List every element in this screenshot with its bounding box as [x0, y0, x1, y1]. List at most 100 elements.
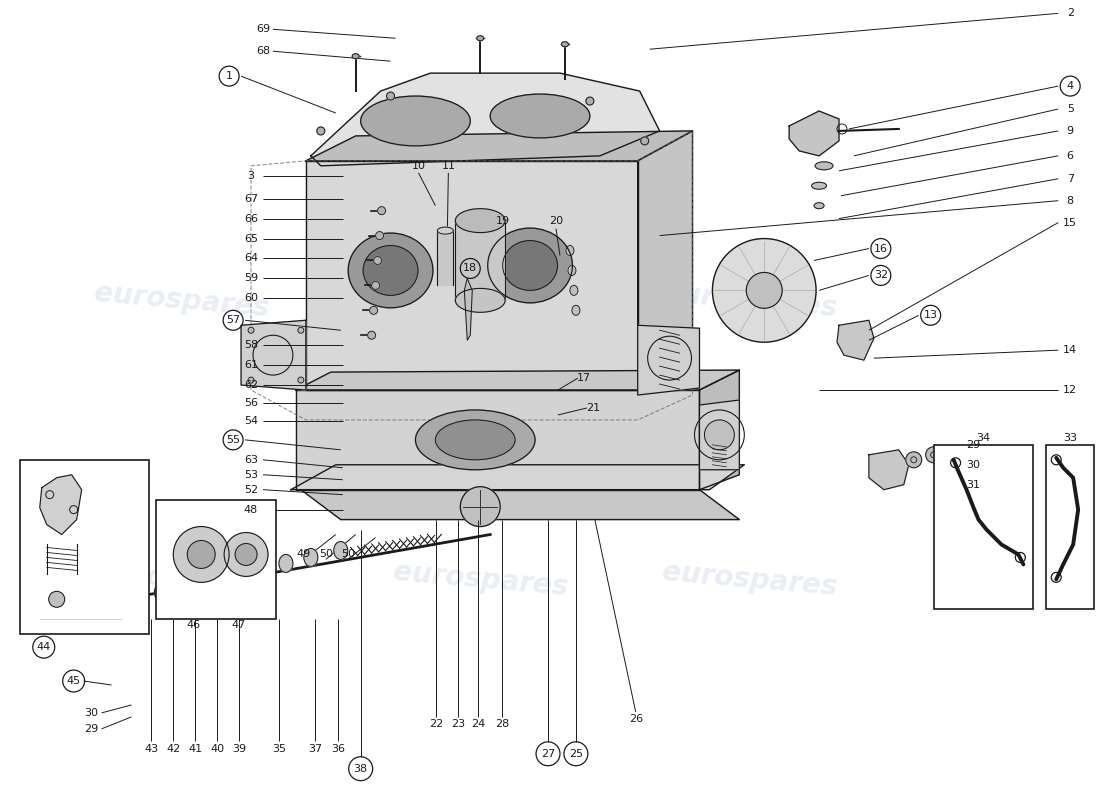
Circle shape — [377, 206, 386, 214]
Text: 4: 4 — [1067, 81, 1074, 91]
Text: 69: 69 — [256, 24, 271, 34]
Text: eurospares: eurospares — [92, 558, 270, 601]
Polygon shape — [241, 320, 306, 390]
Text: 38: 38 — [353, 764, 367, 774]
Ellipse shape — [814, 202, 824, 209]
Text: 13: 13 — [924, 310, 937, 320]
Text: 46: 46 — [186, 620, 200, 630]
Ellipse shape — [491, 94, 590, 138]
Text: 67: 67 — [244, 194, 258, 204]
Polygon shape — [296, 370, 739, 390]
Polygon shape — [290, 465, 745, 490]
Circle shape — [375, 231, 384, 239]
Text: 50: 50 — [319, 550, 333, 559]
Circle shape — [249, 377, 254, 383]
Text: 14: 14 — [1063, 345, 1077, 355]
Text: 31: 31 — [967, 480, 980, 490]
Ellipse shape — [361, 96, 471, 146]
Text: 62: 62 — [244, 380, 258, 390]
Polygon shape — [638, 326, 700, 395]
Ellipse shape — [304, 549, 318, 566]
Text: 29: 29 — [85, 724, 99, 734]
Ellipse shape — [179, 578, 194, 596]
Ellipse shape — [416, 410, 535, 470]
Circle shape — [235, 543, 257, 566]
Text: 16: 16 — [873, 243, 888, 254]
Text: 52: 52 — [244, 485, 258, 494]
Text: 21: 21 — [586, 403, 600, 413]
Polygon shape — [789, 111, 839, 156]
Ellipse shape — [570, 286, 578, 295]
Text: 17: 17 — [576, 373, 591, 383]
Circle shape — [48, 591, 65, 607]
Text: 12: 12 — [1063, 385, 1077, 395]
Text: 37: 37 — [308, 744, 322, 754]
Circle shape — [586, 97, 594, 105]
Text: 41: 41 — [188, 744, 202, 754]
Polygon shape — [301, 490, 739, 519]
Text: 30: 30 — [85, 708, 99, 718]
Polygon shape — [700, 370, 739, 490]
Circle shape — [640, 137, 649, 145]
Text: 10: 10 — [411, 161, 426, 171]
Ellipse shape — [476, 36, 484, 41]
Text: 33: 33 — [1064, 433, 1077, 443]
Circle shape — [249, 327, 254, 334]
Polygon shape — [40, 474, 81, 534]
Text: 40: 40 — [210, 744, 224, 754]
Text: 42: 42 — [166, 744, 180, 754]
FancyBboxPatch shape — [1046, 445, 1094, 610]
Text: 60: 60 — [244, 294, 258, 303]
Ellipse shape — [205, 572, 218, 590]
Ellipse shape — [154, 583, 168, 602]
Ellipse shape — [565, 246, 574, 255]
Polygon shape — [296, 390, 700, 490]
Text: 3: 3 — [248, 170, 254, 181]
Text: 11: 11 — [441, 161, 455, 171]
Circle shape — [367, 331, 375, 339]
Polygon shape — [311, 73, 660, 166]
Ellipse shape — [812, 182, 826, 190]
Text: 15: 15 — [1064, 218, 1077, 228]
Ellipse shape — [572, 306, 580, 315]
Circle shape — [317, 127, 324, 135]
Polygon shape — [438, 230, 453, 286]
Text: 58: 58 — [244, 340, 258, 350]
Ellipse shape — [229, 566, 243, 584]
Text: 28: 28 — [495, 719, 509, 729]
Circle shape — [746, 273, 782, 308]
Text: 49: 49 — [297, 550, 311, 559]
Text: eurospares: eurospares — [661, 278, 838, 322]
Text: 20: 20 — [549, 216, 563, 226]
Circle shape — [174, 526, 229, 582]
Ellipse shape — [455, 288, 505, 312]
Polygon shape — [869, 450, 909, 490]
FancyBboxPatch shape — [156, 500, 276, 619]
Text: 19: 19 — [496, 216, 510, 226]
Polygon shape — [455, 221, 505, 300]
Text: 61: 61 — [244, 360, 258, 370]
Text: eurospares: eurospares — [661, 558, 838, 601]
Circle shape — [704, 420, 735, 450]
Ellipse shape — [455, 209, 505, 233]
Circle shape — [386, 92, 395, 100]
Ellipse shape — [815, 162, 833, 170]
Text: 57: 57 — [226, 315, 240, 326]
Text: 55: 55 — [227, 435, 240, 445]
Text: 29: 29 — [967, 440, 980, 450]
Ellipse shape — [487, 228, 572, 303]
Text: 36: 36 — [331, 744, 344, 754]
FancyBboxPatch shape — [934, 445, 1033, 610]
Polygon shape — [638, 131, 693, 390]
Ellipse shape — [568, 266, 576, 275]
Circle shape — [713, 238, 816, 342]
Text: 32: 32 — [873, 270, 888, 281]
Ellipse shape — [561, 42, 569, 46]
Text: 5: 5 — [1067, 104, 1074, 114]
FancyBboxPatch shape — [20, 460, 150, 634]
Text: 39: 39 — [232, 744, 246, 754]
Text: 18: 18 — [463, 263, 477, 274]
Circle shape — [905, 452, 922, 468]
Text: 25: 25 — [569, 749, 583, 758]
Text: 2: 2 — [1067, 8, 1074, 18]
